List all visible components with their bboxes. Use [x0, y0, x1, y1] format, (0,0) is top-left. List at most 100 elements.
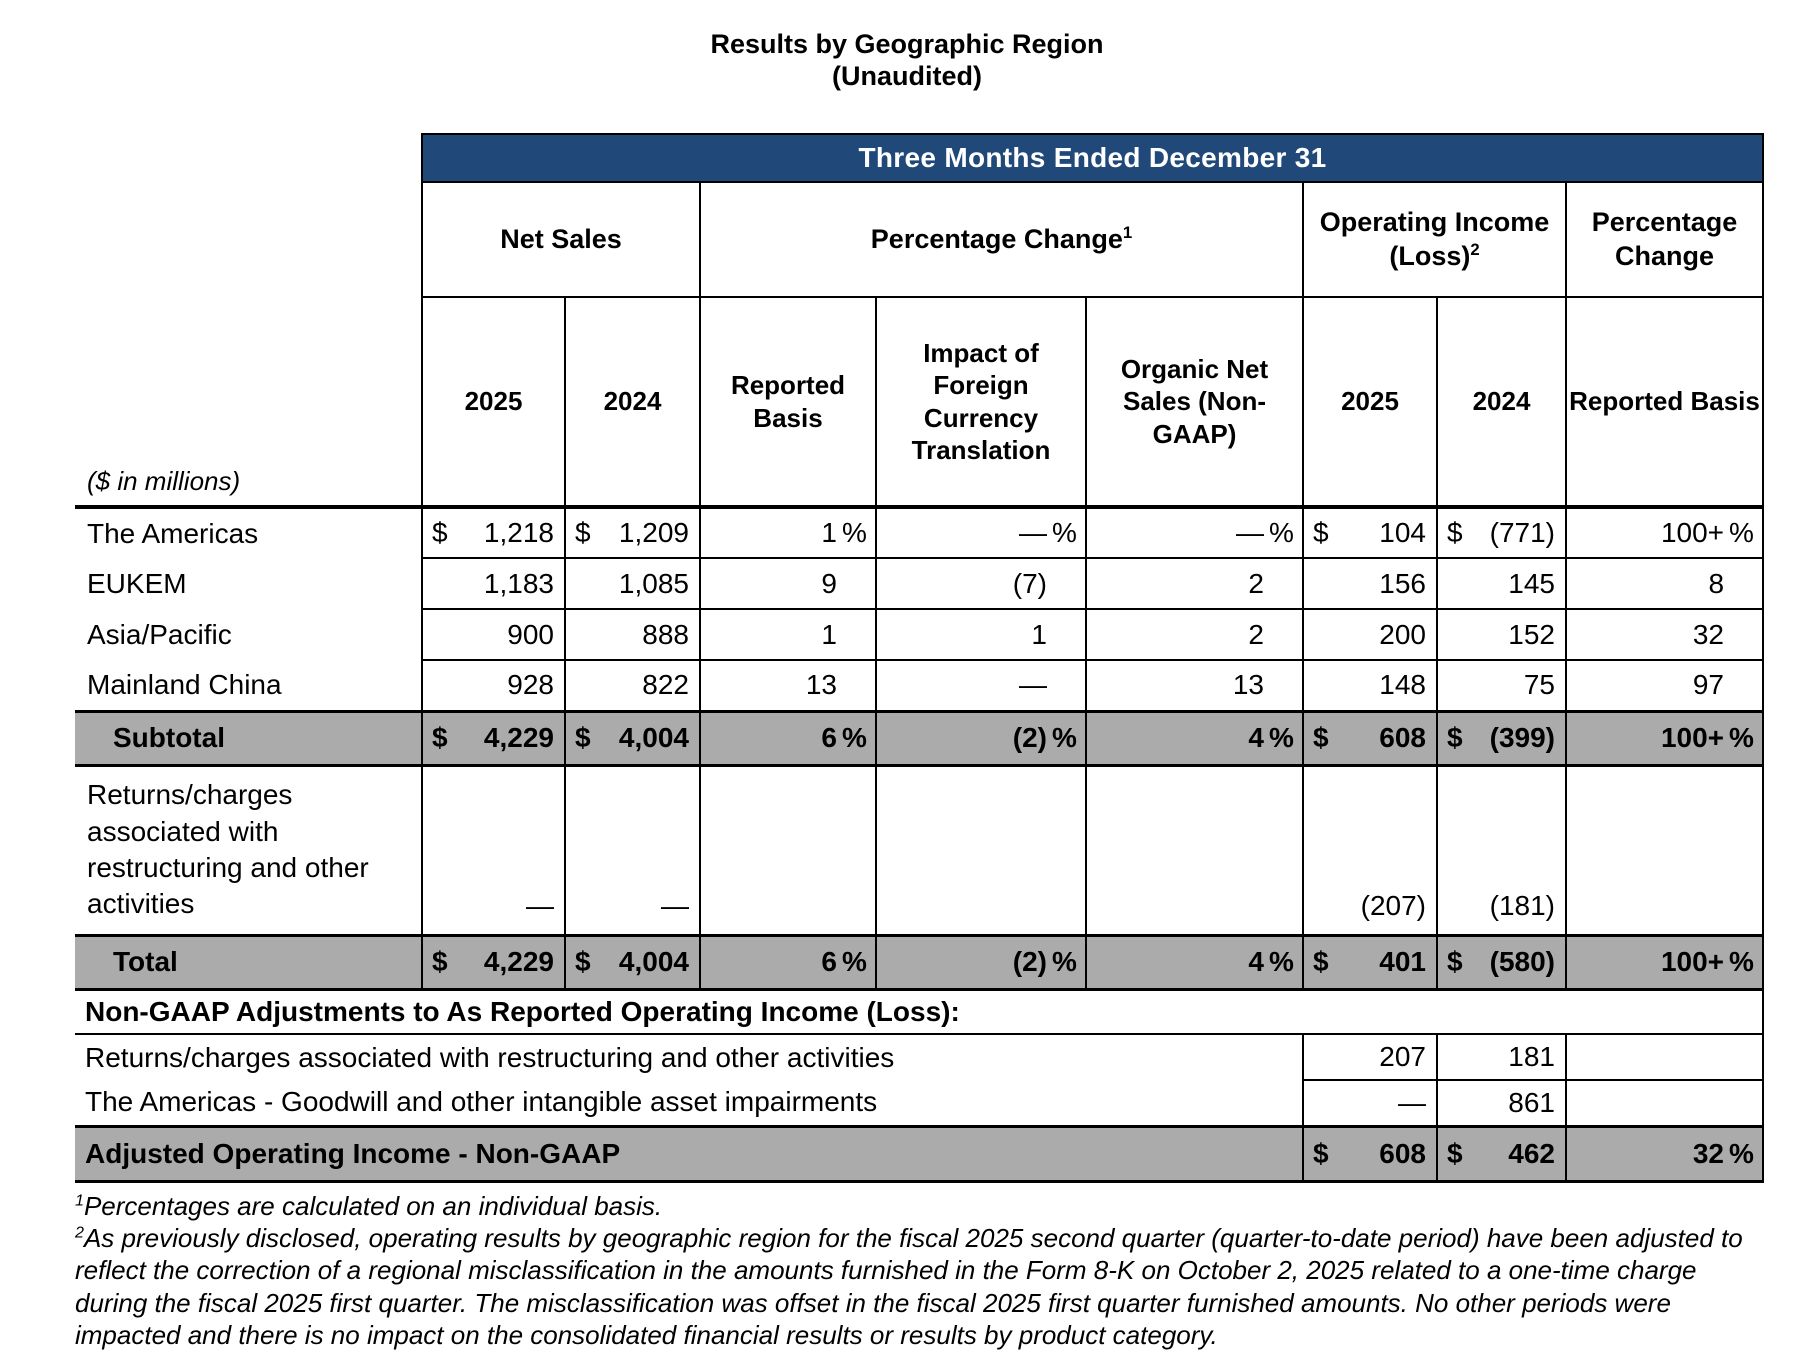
cell-value: 100+ — [1660, 517, 1725, 548]
cell-oi-2025: 200 — [1302, 608, 1438, 661]
cell-value: (207) — [1360, 889, 1426, 921]
cell-empty — [699, 764, 877, 936]
cell-oi-2025: — — [1302, 1079, 1438, 1127]
cell-organic: 2 — [1085, 608, 1304, 661]
cell-value: 1,085 — [618, 567, 689, 599]
cell-value: 401 — [1379, 946, 1426, 977]
percent-suffix: % — [1729, 946, 1754, 977]
cell-value: 100+ — [1660, 722, 1725, 753]
cell-ns-2024: $1,209 — [564, 506, 701, 559]
cell-ns-2024: $4,004 — [564, 709, 701, 767]
table-row-mainland-china: Mainland China 928 822 13 — 13 148 75 97 — [75, 659, 1765, 712]
cell-oi-2024: $462 — [1436, 1124, 1567, 1183]
page-title: Results by Geographic Region (Unaudited) — [0, 28, 1814, 93]
cell-oi-2025: 156 — [1302, 557, 1438, 610]
cell-reported-basis: 6% — [699, 709, 877, 767]
empty-corner-cell — [75, 134, 422, 182]
cell-oi-2024: $ (399) — [1436, 709, 1567, 767]
row-label: Mainland China — [87, 668, 282, 700]
col-header-fx-impact: Impact of Foreign Currency Translation — [875, 296, 1087, 509]
cell-value: 32 — [1692, 618, 1725, 650]
page-title-line2: (Unaudited) — [832, 61, 982, 92]
cell-ns-2024: 822 — [564, 659, 701, 712]
cell-value: 4,004 — [618, 946, 689, 977]
non-gaap-header-row: Non-GAAP Adjustments to As Reported Oper… — [75, 987, 1765, 1035]
returns-charges-row: Returns/charges associated with restruct… — [75, 764, 1765, 936]
dollar-sign: $ — [575, 946, 591, 977]
row-label: The Americas — [87, 517, 259, 549]
cell-value: 2 — [1248, 618, 1264, 650]
cell-empty — [1085, 764, 1304, 936]
cell-value: 861 — [1508, 1086, 1555, 1118]
units-label: ($ in millions) — [75, 297, 423, 509]
cell-organic: —% — [1085, 506, 1304, 559]
total-row: Total $4,229 $4,004 6% (2)% 4% $401 $ (58… — [75, 933, 1765, 991]
row-label-cell: Asia/Pacific — [75, 609, 423, 660]
cell-oi-2025: $608 — [1302, 1124, 1438, 1183]
cell-pct-change: 100+% — [1564, 709, 1765, 767]
cell-value: 1,209 — [618, 517, 689, 548]
row-label-cell: Mainland China — [75, 660, 423, 711]
cell-value: 32 — [1692, 1137, 1725, 1169]
cell-value: — — [1236, 517, 1264, 548]
cell-pct-change: 100+% — [1564, 933, 1765, 991]
cell-pct-change: 100+% — [1564, 506, 1765, 559]
cell-value: (2) — [1012, 946, 1047, 977]
cell-reported-basis: 1% — [699, 506, 877, 559]
cell-organic: 4% — [1085, 933, 1304, 991]
col-header-ns-2024: 2024 — [564, 296, 701, 509]
cell-value: (580) — [1489, 946, 1555, 977]
cell-ns-2024: 888 — [564, 608, 701, 661]
cell-value: 1 — [821, 517, 837, 548]
footnotes: 1Percentages are calculated on an indivi… — [75, 1190, 1767, 1351]
percent-suffix: % — [1269, 946, 1294, 977]
cell-value: 207 — [1379, 1041, 1426, 1072]
adjusted-operating-income-row: Adjusted Operating Income - Non-GAAP $60… — [75, 1124, 1765, 1183]
cell-value: 145 — [1508, 567, 1555, 599]
group-label: Operating Income (Loss) — [1319, 206, 1550, 271]
cell-value: 608 — [1379, 1137, 1426, 1169]
dollar-sign: $ — [575, 722, 591, 753]
cell-value: 1 — [821, 618, 837, 650]
cell-ns-2025: $4,229 — [421, 933, 566, 991]
row-label: Adjusted Operating Income - Non-GAAP — [85, 1137, 621, 1169]
cell-pct-change: 32 — [1564, 608, 1765, 661]
cell-value: 900 — [507, 618, 554, 650]
cell-organic: 13 — [1085, 659, 1304, 712]
cell-ns-2025: $1,218 — [421, 506, 566, 559]
row-label: Subtotal — [113, 722, 225, 753]
cell-value: 8 — [1708, 567, 1725, 599]
cell-oi-2025: $608 — [1302, 709, 1438, 767]
cell-oi-2024: 181 — [1436, 1033, 1567, 1081]
footnote-ref-1: 1 — [1122, 222, 1133, 242]
row-label-cell: Adjusted Operating Income - Non-GAAP — [75, 1124, 1304, 1183]
cell-oi-2025: (207) — [1302, 764, 1438, 936]
cell-pct-change: 8 — [1564, 557, 1765, 610]
percent-suffix: % — [1052, 722, 1077, 753]
percent-suffix: % — [842, 722, 867, 753]
col-header-oi-2024: 2024 — [1436, 296, 1567, 509]
cell-oi-2024: 861 — [1436, 1079, 1567, 1127]
cell-value: 4 — [1248, 722, 1264, 753]
cell-value: 181 — [1508, 1041, 1555, 1072]
group-header-operating-income: Operating Income (Loss)2 — [1302, 181, 1567, 298]
cell-value: 4 — [1248, 946, 1264, 977]
row-label-cell: The Americas - Goodwill and other intang… — [75, 1080, 1304, 1126]
cell-value: 75 — [1523, 669, 1555, 701]
percent-suffix: % — [1729, 517, 1754, 548]
row-label-cell: Subtotal — [75, 709, 423, 767]
row-label: Returns/charges associated with restruct… — [87, 779, 369, 920]
dollar-sign: $ — [1313, 946, 1329, 977]
footnote-2: 2As previously disclosed, operating resu… — [75, 1222, 1767, 1351]
row-label-cell: Total — [75, 933, 423, 991]
geographic-results-table: Three Months Ended December 31 Net Sales… — [75, 133, 1765, 1183]
col-header-organic: Organic Net Sales (Non-GAAP) — [1085, 296, 1304, 509]
percent-suffix: % — [1052, 946, 1077, 977]
cell-value: 1,183 — [483, 567, 554, 599]
dollar-sign: $ — [1313, 722, 1329, 753]
table-row-americas: The Americas $1,218 $1,209 1% —% —% $104… — [75, 506, 1765, 559]
cell-ns-2024: — — [564, 764, 701, 936]
cell-value: 4,229 — [483, 722, 554, 753]
sub-header-row: ($ in millions) 2025 2024 Reported Basis… — [75, 296, 1765, 509]
footnote-1-sup: 1 — [75, 1191, 84, 1210]
